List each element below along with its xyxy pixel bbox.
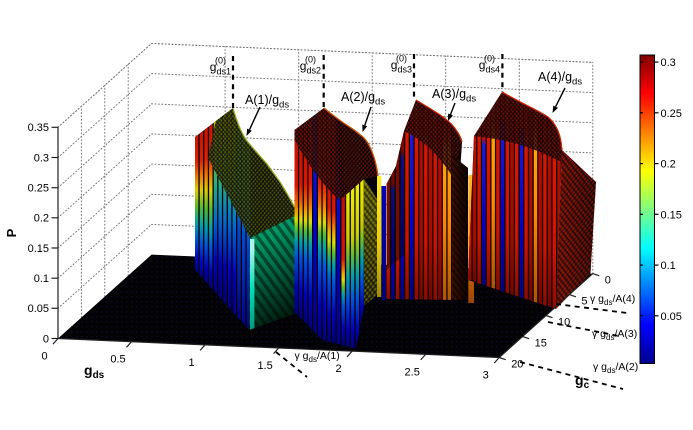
svg-text:0.2: 0.2 [34,213,49,225]
svg-text:2: 2 [336,363,342,375]
svg-text:0.15: 0.15 [28,243,49,255]
svg-text:20: 20 [511,359,523,371]
svg-text:0.25: 0.25 [28,183,49,195]
svg-text:1: 1 [189,357,195,369]
svg-text:gds2(0): gds2(0) [300,55,321,76]
svg-text:15: 15 [535,338,547,350]
svg-text:0.1: 0.1 [34,273,49,285]
svg-text:0.3: 0.3 [34,152,49,164]
svg-text:1.5: 1.5 [257,360,272,372]
svg-text:A(4)/gds: A(4)/gds [538,70,582,88]
svg-text:0: 0 [43,333,49,345]
svg-text:0.2: 0.2 [661,159,676,171]
svg-text:gds4(0): gds4(0) [479,54,500,75]
svg-text:γ gds/A(1): γ gds/A(1) [295,350,340,364]
svg-text:0: 0 [41,351,47,363]
svg-text:0.35: 0.35 [28,122,49,134]
svg-text:γ gds/A(2): γ gds/A(2) [593,361,638,375]
svg-text:0: 0 [605,275,611,287]
svg-text:γ gds/A(3): γ gds/A(3) [592,328,637,342]
svg-text:3: 3 [483,370,489,382]
svg-text:A(1)/gds: A(1)/gds [245,93,289,111]
svg-text:A(2)/gds: A(2)/gds [341,90,385,108]
svg-text:0.25: 0.25 [661,108,682,120]
svg-text:5: 5 [581,296,587,308]
svg-text:0.5: 0.5 [110,354,125,366]
svg-text:A(3)/gds: A(3)/gds [432,87,476,105]
svg-text:0.1: 0.1 [661,260,676,272]
svg-text:γ gds/A(4): γ gds/A(4) [590,293,635,307]
svg-text:gds3(0): gds3(0) [391,54,412,75]
svg-text:0.05: 0.05 [28,303,49,315]
svg-text:0.3: 0.3 [661,57,676,69]
svg-text:0.15: 0.15 [661,209,682,221]
svg-text:P: P [4,228,19,237]
svg-text:gds1(0): gds1(0) [210,56,231,77]
svg-text:0.05: 0.05 [661,311,682,323]
svg-text:2.5: 2.5 [405,366,420,378]
